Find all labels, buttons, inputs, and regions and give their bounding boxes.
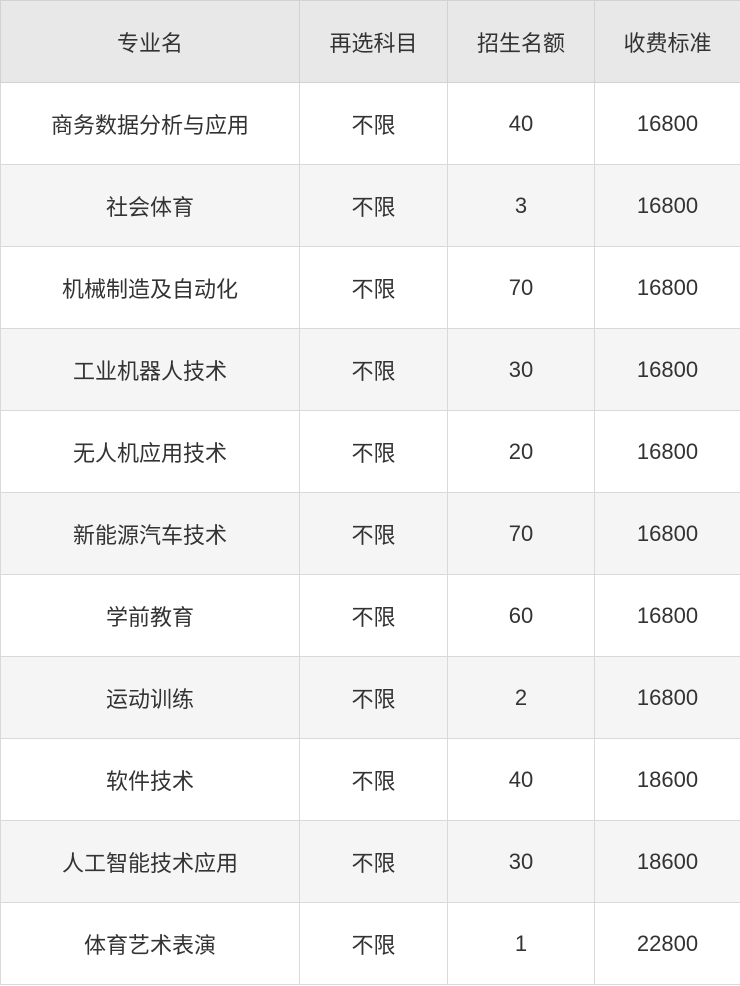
table-row: 机械制造及自动化 不限 70 16800 [0,246,740,329]
cell-fee: 16800 [594,492,740,575]
cell-major: 社会体育 [0,164,300,247]
cell-quota: 3 [447,164,595,247]
cell-major: 软件技术 [0,738,300,821]
cell-fee: 18600 [594,738,740,821]
table-row: 运动训练 不限 2 16800 [0,656,740,739]
cell-subject: 不限 [299,574,448,657]
cell-quota: 1 [447,902,595,985]
cell-quota: 70 [447,246,595,329]
cell-subject: 不限 [299,246,448,329]
table-row: 新能源汽车技术 不限 70 16800 [0,492,740,575]
cell-fee: 16800 [594,328,740,411]
cell-fee: 16800 [594,246,740,329]
table-row: 体育艺术表演 不限 1 22800 [0,902,740,985]
cell-quota: 30 [447,328,595,411]
col-header-fee: 收费标准 [594,0,740,83]
cell-quota: 70 [447,492,595,575]
cell-quota: 30 [447,820,595,903]
cell-quota: 40 [447,82,595,165]
cell-fee: 16800 [594,410,740,493]
cell-major: 人工智能技术应用 [0,820,300,903]
table-row: 人工智能技术应用 不限 30 18600 [0,820,740,903]
cell-fee: 16800 [594,574,740,657]
cell-subject: 不限 [299,902,448,985]
cell-quota: 40 [447,738,595,821]
cell-subject: 不限 [299,656,448,739]
cell-major: 无人机应用技术 [0,410,300,493]
cell-fee: 16800 [594,82,740,165]
cell-subject: 不限 [299,410,448,493]
table-row: 学前教育 不限 60 16800 [0,574,740,657]
table-row: 软件技术 不限 40 18600 [0,738,740,821]
cell-quota: 60 [447,574,595,657]
cell-subject: 不限 [299,82,448,165]
col-header-subject: 再选科目 [299,0,448,83]
cell-major: 商务数据分析与应用 [0,82,300,165]
cell-major: 学前教育 [0,574,300,657]
cell-fee: 16800 [594,164,740,247]
cell-fee: 18600 [594,820,740,903]
table-row: 商务数据分析与应用 不限 40 16800 [0,82,740,165]
cell-subject: 不限 [299,738,448,821]
table-body: 商务数据分析与应用 不限 40 16800 社会体育 不限 3 16800 机械制造及自动化 不限… [0,82,740,985]
cell-subject: 不限 [299,492,448,575]
table-row: 工业机器人技术 不限 30 16800 [0,328,740,411]
cell-major: 工业机器人技术 [0,328,300,411]
table-row: 社会体育 不限 3 16800 [0,164,740,247]
table-header-row: 专业名 再选科目 招生名额 收费标准 [0,0,740,83]
cell-fee: 22800 [594,902,740,985]
col-header-quota: 招生名额 [447,0,595,83]
cell-fee: 16800 [594,656,740,739]
cell-quota: 20 [447,410,595,493]
col-header-major: 专业名 [0,0,300,83]
cell-quota: 2 [447,656,595,739]
cell-major: 体育艺术表演 [0,902,300,985]
table-row: 无人机应用技术 不限 20 16800 [0,410,740,493]
cell-subject: 不限 [299,328,448,411]
cell-major: 机械制造及自动化 [0,246,300,329]
cell-subject: 不限 [299,164,448,247]
cell-major: 运动训练 [0,656,300,739]
cell-major: 新能源汽车技术 [0,492,300,575]
cell-subject: 不限 [299,820,448,903]
